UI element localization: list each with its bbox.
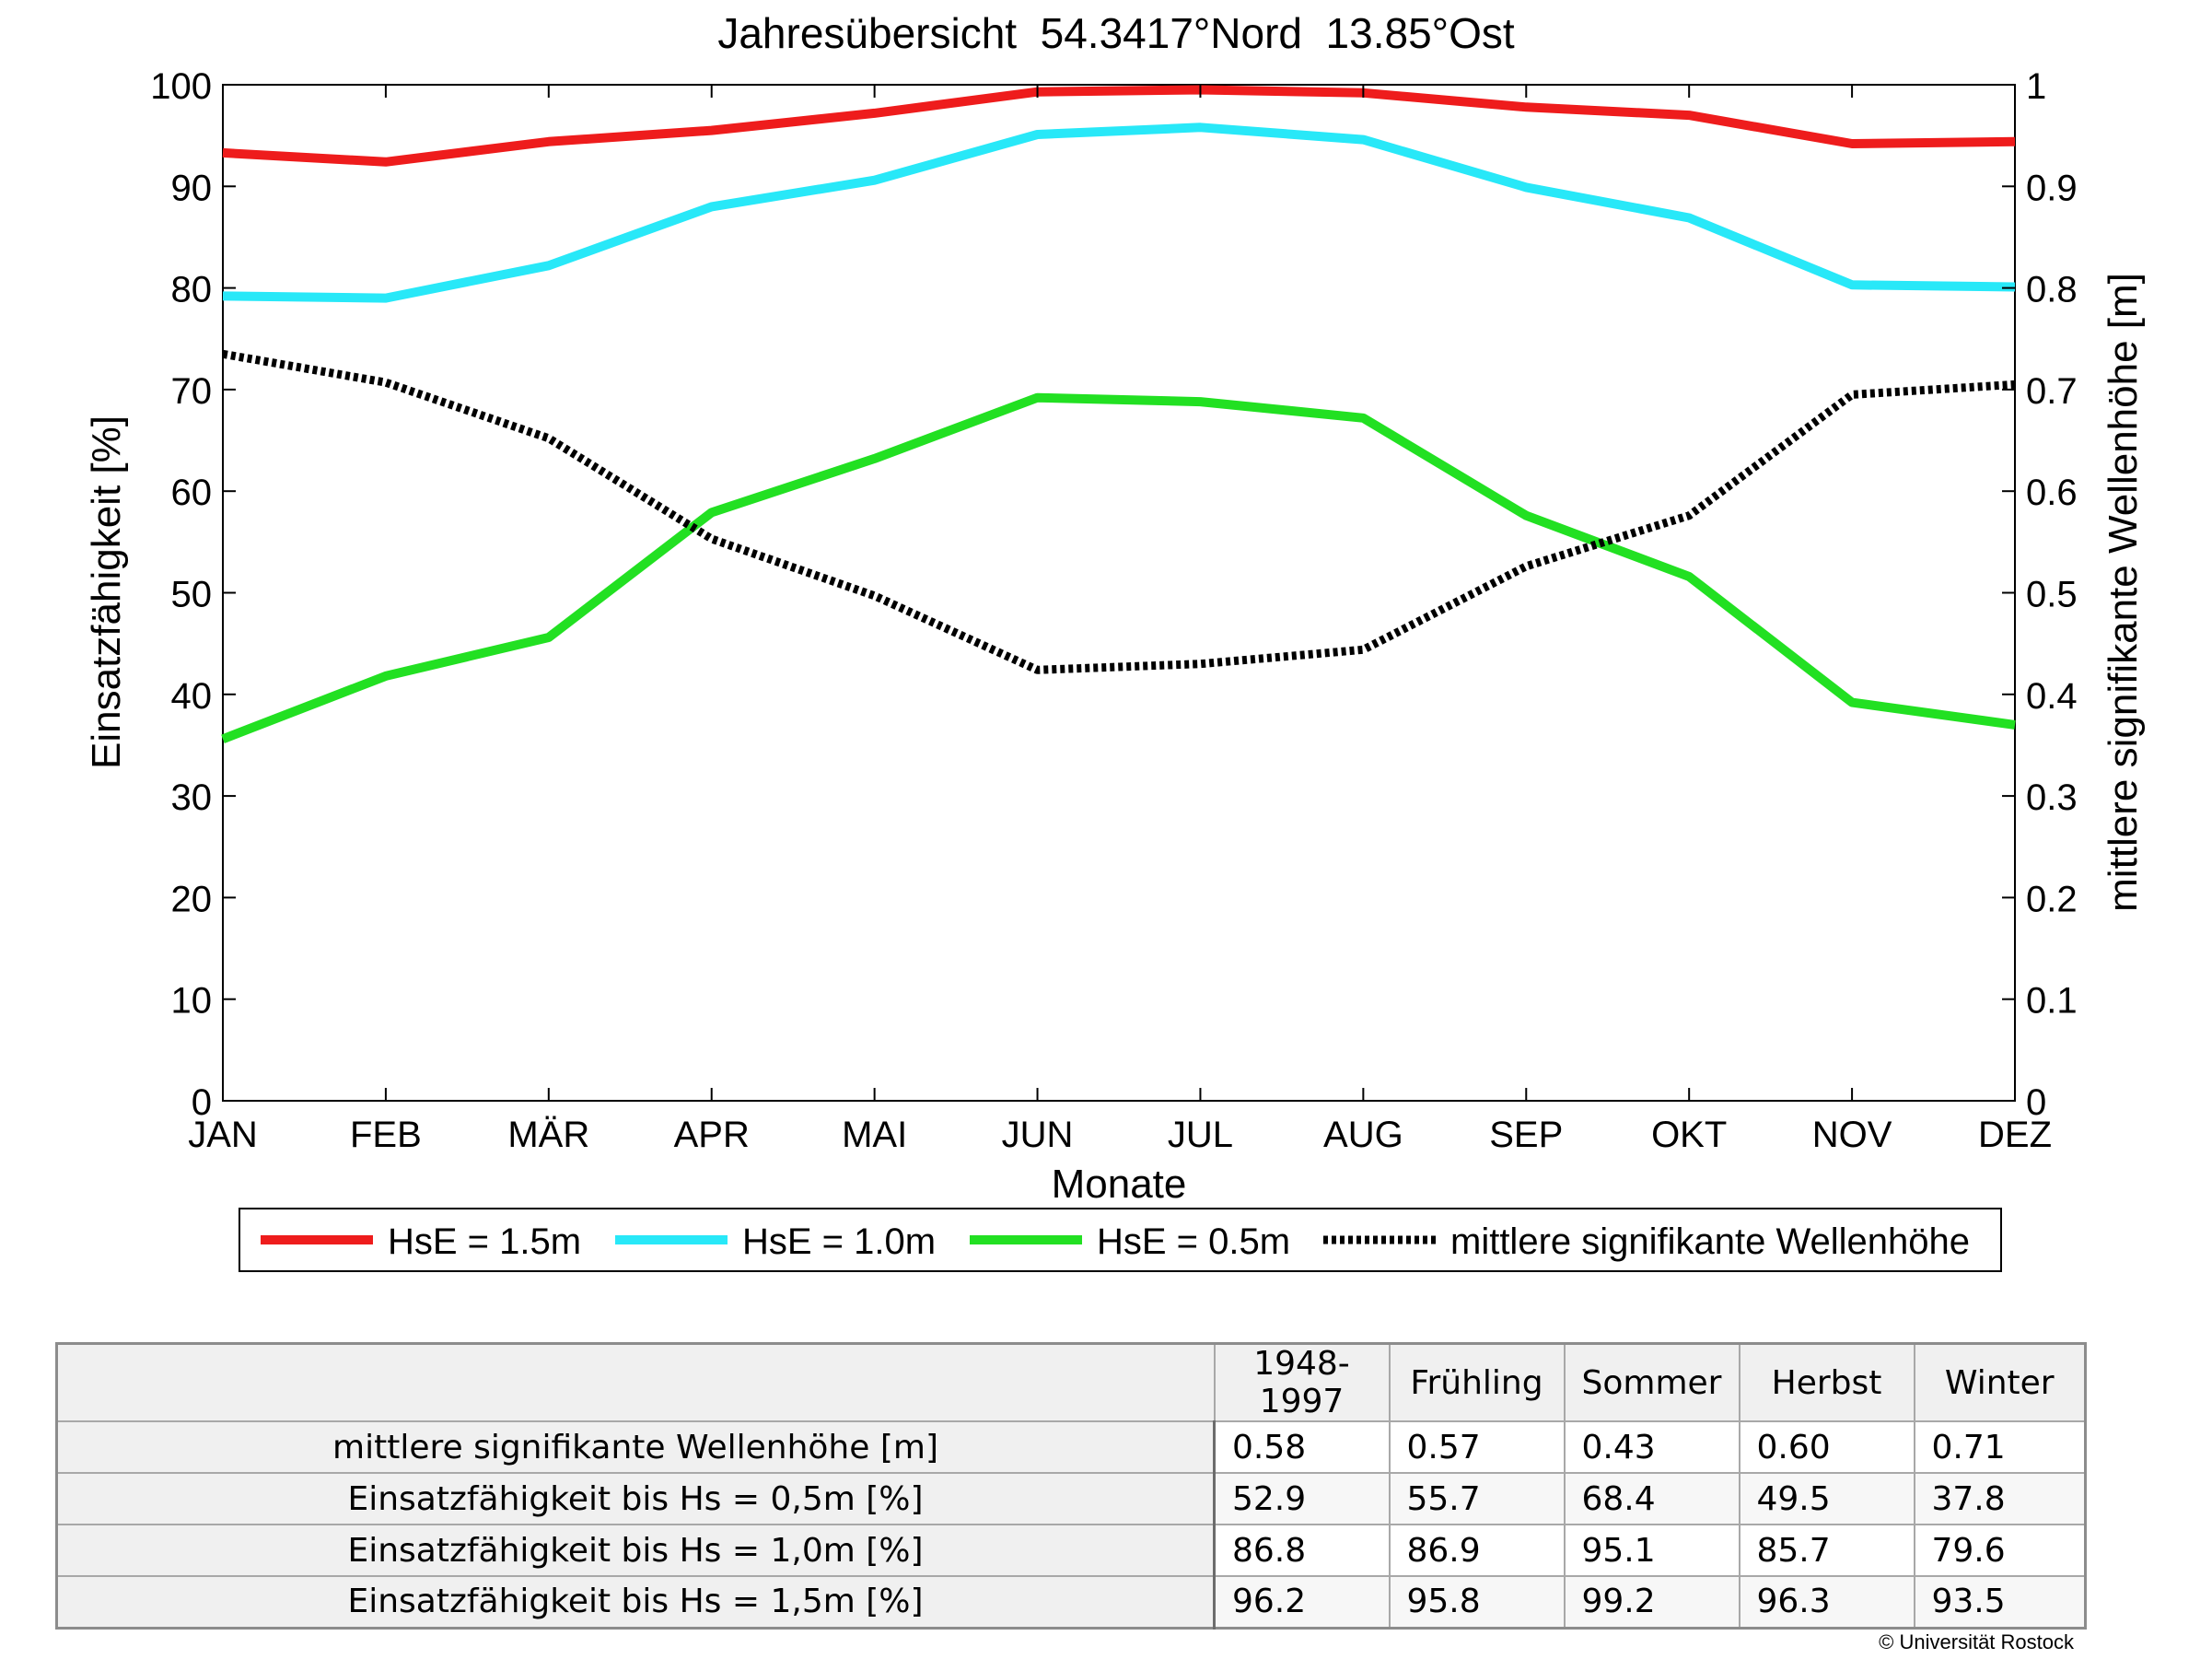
x-tick-label: SEP xyxy=(1489,1115,1563,1155)
column-header: Herbst xyxy=(1738,1342,1915,1422)
table-cell: 95.8 xyxy=(1388,1575,1566,1629)
y-tick-label: 0 xyxy=(192,1082,212,1123)
y2-axis-label: mittlere signifikante Wellenhöhe [m] xyxy=(2101,273,2146,912)
column-header: Winter xyxy=(1913,1342,2087,1422)
x-tick-label: JUL xyxy=(1168,1115,1233,1155)
table-cell: 99.2 xyxy=(1563,1575,1740,1629)
y-tick-label: 40 xyxy=(171,676,213,717)
table-cell: 68.4 xyxy=(1563,1472,1740,1525)
x-tick-label: NOV xyxy=(1812,1115,1892,1155)
series-lines xyxy=(221,85,2016,743)
y2-tick-label: 0.9 xyxy=(2026,168,2078,208)
table-cell: 49.5 xyxy=(1738,1472,1915,1525)
y2-tick-label: 0.8 xyxy=(2026,270,2078,310)
series-line-2 xyxy=(221,392,2016,743)
y2-tick-label: 0.7 xyxy=(2026,371,2078,412)
x-tick-label: JUN xyxy=(1002,1115,1074,1155)
column-header: Frühling xyxy=(1388,1342,1566,1422)
table-row: mittlere signifikante Wellenhöhe [m] 0.5… xyxy=(55,1420,2087,1474)
y-tick-label: 80 xyxy=(171,270,213,310)
y-tick-label: 30 xyxy=(171,777,213,818)
x-tick-label: DEZ xyxy=(1978,1115,2052,1155)
x-tick-label: MÄR xyxy=(507,1115,589,1155)
table-row: Einsatzfähigkeit bis Hs = 0,5m [%] 52.9 … xyxy=(55,1472,2087,1525)
table-cell: 96.2 xyxy=(1213,1575,1391,1629)
x-tick-label: APR xyxy=(674,1115,750,1155)
y2-tick-label: 0.3 xyxy=(2026,777,2078,818)
legend-label: HsE = 0.5m xyxy=(1097,1221,1290,1262)
y-tick-label: 70 xyxy=(171,371,213,412)
statistics-table: 1948-1997 Frühling Sommer Herbst Winter … xyxy=(55,1342,2087,1630)
y2-tick-label: 0.6 xyxy=(2026,473,2078,513)
y-tick-label: 20 xyxy=(171,879,213,919)
copyright-notice: © Universität Rostock xyxy=(1879,1630,2074,1653)
column-header: Sommer xyxy=(1563,1342,1740,1422)
series-line-1 xyxy=(222,123,2016,303)
y2-tick-label: 0.1 xyxy=(2026,981,2078,1022)
legend-label: HsE = 1.5m xyxy=(388,1221,581,1262)
table-cell: 0.43 xyxy=(1563,1420,1740,1474)
chart-title: Jahresübersicht 54.3417°Nord 13.85°Ost xyxy=(717,9,1515,57)
legend-label: mittlere signifikante Wellenhöhe xyxy=(1450,1221,1970,1262)
x-tick-label: FEB xyxy=(350,1115,422,1155)
x-tick-label: MAI xyxy=(842,1115,907,1155)
column-header: 1948-1997 xyxy=(1213,1342,1391,1422)
table-row: Einsatzfähigkeit bis Hs = 1,5m [%] 96.2 … xyxy=(55,1575,2087,1629)
table-cell: 79.6 xyxy=(1913,1524,2087,1577)
legend-label: HsE = 1.0m xyxy=(742,1221,936,1262)
x-tick-label: OKT xyxy=(1651,1115,1727,1155)
series-line-3 xyxy=(222,349,2016,674)
table-cell: 0.58 xyxy=(1213,1420,1391,1474)
y-tick-label: 100 xyxy=(150,66,212,107)
y-tick-label: 10 xyxy=(171,981,213,1022)
table-cell: 86.9 xyxy=(1388,1524,1566,1577)
legend: HsE = 1.5m HsE = 1.0m HsE = 0.5m mittlere s… xyxy=(239,1208,2002,1272)
row-label: Einsatzfähigkeit bis Hs = 1,5m [%] xyxy=(55,1575,1216,1629)
legend-box xyxy=(239,1208,2002,1272)
row-label: mittlere signifikante Wellenhöhe [m] xyxy=(55,1420,1216,1474)
table-row: Einsatzfähigkeit bis Hs = 1,0m [%] 86.8 … xyxy=(55,1524,2087,1577)
table-cell: 37.8 xyxy=(1913,1472,2087,1525)
y2-tick-label: 0.4 xyxy=(2026,676,2078,717)
y-tick-label: 90 xyxy=(171,168,213,208)
row-label: Einsatzfähigkeit bis Hs = 1,0m [%] xyxy=(55,1524,1216,1577)
table-cell: 0.71 xyxy=(1913,1420,2087,1474)
x-tick-label: JAN xyxy=(188,1115,258,1155)
table-cell: 86.8 xyxy=(1213,1524,1391,1577)
x-axis-label: Monate xyxy=(1052,1162,1187,1207)
table-cell: 52.9 xyxy=(1213,1472,1391,1525)
table-cell: 93.5 xyxy=(1913,1575,2087,1629)
row-label: Einsatzfähigkeit bis Hs = 0,5m [%] xyxy=(55,1472,1216,1525)
table-cell: 85.7 xyxy=(1738,1524,1915,1577)
y-tick-label: 60 xyxy=(171,473,213,513)
table-cell: 0.57 xyxy=(1388,1420,1566,1474)
axis-ticks: 0 10 20 30 40 50 60 70 80 90 100 0 0.1 0.2 0.3 0.4 0.5 0.… xyxy=(150,66,2077,1155)
y2-tick-label: 0.2 xyxy=(2026,879,2078,919)
y2-tick-label: 1 xyxy=(2026,66,2046,107)
table-cell: 55.7 xyxy=(1388,1472,1566,1525)
series-line-0 xyxy=(222,85,2016,167)
table-cell: 0.60 xyxy=(1738,1420,1915,1474)
table-corner-cell xyxy=(55,1342,1216,1422)
y-axis-label: Einsatzfähigkeit [%] xyxy=(84,415,129,769)
chart: Jahresübersicht 54.3417°Nord 13.85°Ost 0… xyxy=(84,9,2146,1272)
y2-tick-label: 0.5 xyxy=(2026,575,2078,615)
table-cell: 95.1 xyxy=(1563,1524,1740,1577)
table-header-row: 1948-1997 Frühling Sommer Herbst Winter xyxy=(55,1342,2087,1422)
table-cell: 96.3 xyxy=(1738,1575,1915,1629)
x-tick-label: AUG xyxy=(1323,1115,1403,1155)
y-tick-label: 50 xyxy=(171,575,213,615)
y2-tick-label: 0 xyxy=(2026,1082,2046,1123)
